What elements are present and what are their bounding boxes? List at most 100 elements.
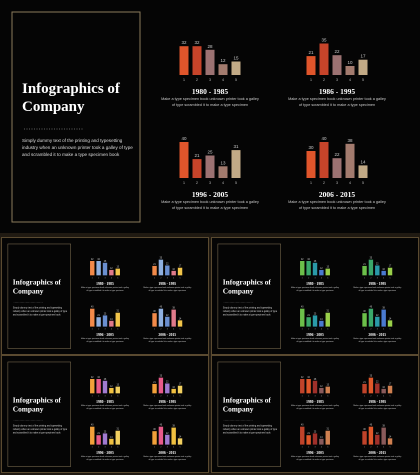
bar [362, 265, 367, 276]
bar [375, 383, 380, 394]
value-label: 40 [160, 307, 163, 309]
value-label: 35 [321, 38, 327, 43]
bar [387, 320, 393, 327]
x-tick-label: 2 [323, 180, 326, 185]
bar [231, 61, 241, 75]
period-label: 1996 - 2005 [192, 190, 228, 199]
value-label: 12 [320, 386, 323, 388]
period-label: 1986 - 1995 [368, 282, 386, 286]
x-tick-label: 1 [310, 77, 313, 82]
chart-caption: Make a type specimen book unknown printe… [291, 455, 339, 461]
x-tick-label: 4 [222, 180, 225, 185]
bar [90, 379, 95, 394]
x-tick-label: 1 [154, 447, 155, 449]
bar [325, 430, 330, 445]
thumbnail-slide: Infographics of Company Simply dummy text… [2, 356, 208, 472]
x-tick-label: 3 [377, 277, 379, 279]
bar [179, 46, 189, 75]
bar [158, 259, 164, 276]
value-label: 32 [97, 259, 100, 261]
value-label: 31 [327, 429, 330, 431]
value-label: 38 [382, 308, 385, 310]
bar [171, 427, 176, 445]
slide-title-box: Infographics of Company [13, 396, 61, 413]
chart-caption: Make a type specimen book unknown printe… [291, 286, 339, 292]
x-tick-label: 4 [321, 447, 323, 449]
x-tick-label: 2 [160, 447, 161, 449]
x-tick-label: 5 [179, 395, 181, 397]
x-tick-label: 4 [111, 329, 113, 331]
chart-caption-box: Make a type specimen book unknown printe… [353, 456, 401, 461]
value-label: 22 [166, 315, 169, 317]
chart-caption: Make a type specimen book unknown printe… [143, 404, 192, 410]
x-tick-label: 3 [209, 77, 212, 82]
thumbnail-frame [1, 355, 209, 473]
x-tick-label: 4 [383, 447, 385, 449]
bar [306, 317, 311, 327]
x-tick-label: 5 [389, 447, 391, 449]
bar [96, 261, 101, 276]
value-label: 13 [320, 437, 323, 439]
bar [300, 426, 305, 445]
value-label: 28 [104, 261, 107, 263]
slide-description: Simply dummy text of the printing and ty… [222, 306, 278, 317]
x-tick-label: 2 [160, 395, 161, 397]
x-tick-label: 1 [92, 447, 93, 449]
x-tick-label: 5 [235, 180, 238, 185]
x-tick-label: 3 [167, 395, 169, 397]
period-label: 2006 - 2015 [319, 190, 355, 199]
value-label: 40 [160, 425, 163, 427]
x-tick-label: 1 [154, 277, 155, 279]
bar [332, 158, 342, 178]
value-label: 13 [110, 437, 113, 439]
value-label: 40 [91, 307, 94, 309]
x-tick-label: 5 [327, 447, 329, 449]
bar [165, 316, 170, 327]
period-label: 1986 - 1995 [158, 400, 176, 404]
x-tick-label: 2 [370, 395, 371, 397]
value-label: 17 [389, 266, 392, 268]
bar [306, 379, 311, 394]
bar [158, 426, 164, 445]
slide-title: Infographics of Company [22, 81, 120, 115]
bar [177, 385, 183, 394]
slide-title-box: Infographics of Company [13, 278, 61, 295]
bar [115, 430, 120, 445]
bar [218, 166, 228, 178]
x-tick-label: 5 [179, 447, 181, 449]
bar [102, 262, 108, 276]
value-label: 15 [117, 385, 120, 387]
period-label: 1980 - 1985 [306, 282, 324, 286]
value-label: 10 [172, 387, 175, 389]
value-label: 28 [314, 379, 317, 381]
x-tick-label: 3 [377, 447, 379, 449]
bar [381, 309, 386, 327]
value-label: 21 [153, 264, 156, 266]
thumbnail-frame [211, 355, 419, 473]
chart-caption: Make a type specimen book unknown printe… [81, 286, 129, 292]
x-tick-label: 3 [314, 447, 316, 449]
value-label: 40 [321, 136, 327, 141]
x-tick-label: 3 [167, 277, 169, 279]
x-tick-label: 3 [104, 277, 106, 279]
bar [115, 268, 120, 276]
period-label: 2006 - 2015 [158, 333, 176, 337]
value-label: 28 [207, 44, 213, 49]
chart-caption: Make a type specimen book unknown printe… [161, 97, 259, 107]
bar [109, 438, 114, 445]
chart-caption-box: Make a type specimen book unknown printe… [81, 404, 129, 409]
value-label: 22 [376, 433, 379, 435]
value-label: 38 [347, 138, 353, 143]
bar [312, 262, 318, 276]
x-tick-label: 5 [179, 329, 181, 331]
slide-description: Simply dummy text of the printing and ty… [12, 424, 68, 435]
value-label: 12 [110, 268, 113, 270]
period-label: 1980 - 1985 [192, 87, 228, 96]
slide-description: Simply dummy text of the printing and ty… [22, 138, 133, 157]
x-tick-label: 4 [321, 395, 323, 397]
bar [177, 267, 183, 276]
x-tick-label: 1 [92, 329, 93, 331]
value-label: 22 [166, 263, 169, 265]
value-label: 40 [370, 425, 373, 427]
x-tick-label: 5 [117, 277, 119, 279]
